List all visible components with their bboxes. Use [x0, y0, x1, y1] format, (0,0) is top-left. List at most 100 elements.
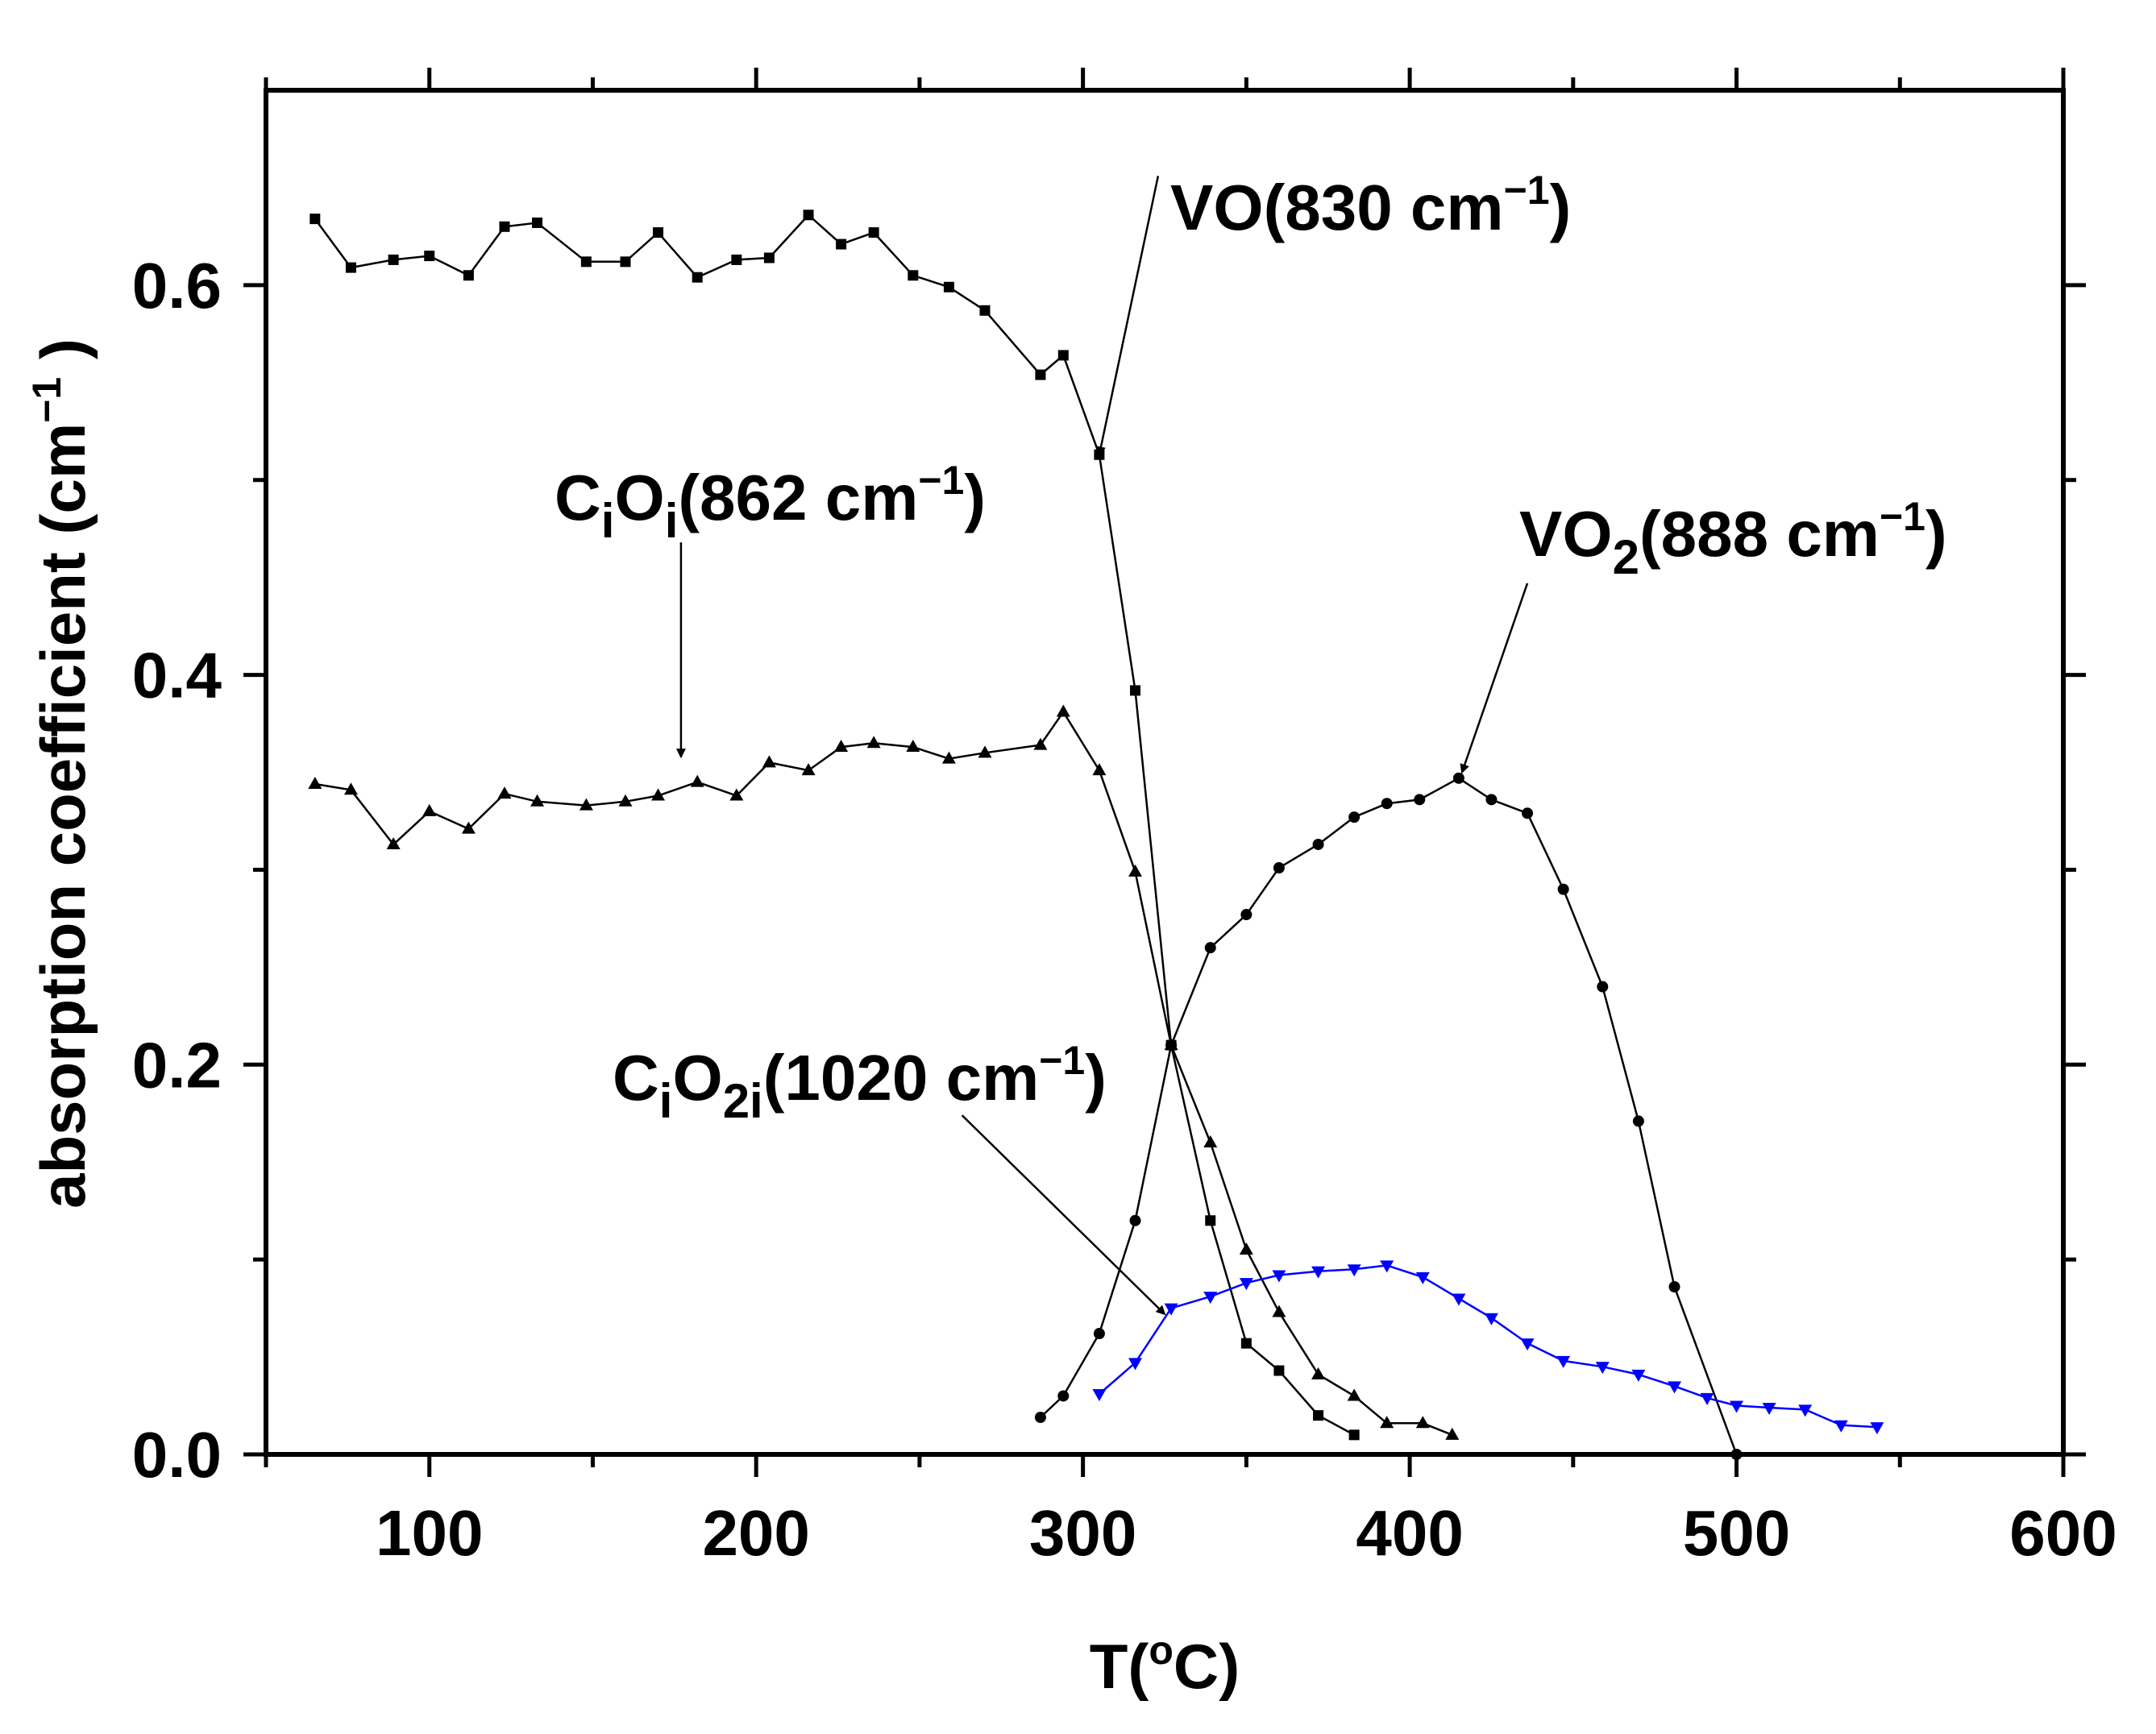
data-point — [1762, 1402, 1776, 1415]
data-point — [530, 794, 545, 807]
data-point — [1798, 1404, 1813, 1417]
data-point — [1272, 1305, 1286, 1317]
data-point — [1348, 811, 1360, 823]
data-point — [866, 736, 881, 749]
data-point — [1730, 1449, 1743, 1460]
data-point — [1164, 1303, 1178, 1316]
data-point — [309, 214, 321, 225]
data-point — [1311, 1266, 1326, 1279]
y-tick-label: 0.0 — [132, 1419, 222, 1491]
data-point — [579, 798, 593, 811]
data-point — [1128, 1358, 1143, 1371]
data-point — [868, 227, 879, 239]
x-axis-title-sup: o — [1149, 1628, 1174, 1673]
data-point — [979, 305, 991, 316]
annotation-cio2i-tail: ) — [1085, 1042, 1107, 1114]
data-point — [1452, 772, 1464, 784]
data-point — [908, 270, 919, 281]
data-point — [653, 227, 664, 239]
data-point — [580, 256, 592, 268]
axis-ticks: 100 200 300 400 500 600 0.0 0.2 0.4 0.6 — [132, 68, 2117, 1569]
data-point — [1632, 1115, 1644, 1127]
data-point — [1311, 1367, 1326, 1379]
data-point — [1557, 883, 1569, 895]
annotation-cioi-sup: −1 — [918, 458, 964, 503]
annotation-cioi-sub2: i — [665, 494, 679, 548]
data-point — [1092, 1389, 1107, 1402]
data-point — [1445, 1427, 1460, 1440]
annotation-cioi-pre: C — [555, 462, 601, 533]
data-point — [618, 794, 633, 807]
annotation-vo: VO(830 cm−1) — [1170, 168, 1571, 243]
data-point — [620, 256, 631, 268]
data-point — [729, 788, 744, 801]
data-point — [1380, 1416, 1394, 1429]
data-point — [836, 239, 847, 250]
data-point — [1130, 685, 1141, 696]
data-point — [1165, 1039, 1178, 1052]
data-point — [1452, 1293, 1466, 1306]
data-point — [943, 281, 954, 292]
data-point — [1240, 909, 1252, 921]
data-point — [1484, 1313, 1498, 1325]
data-point — [763, 252, 775, 263]
data-point — [1668, 1281, 1680, 1293]
data-point — [1415, 1271, 1430, 1284]
data-point — [1730, 1400, 1744, 1413]
annotation-cio2i-sub1: i — [659, 1074, 673, 1128]
data-point — [1870, 1422, 1884, 1435]
data-point — [1595, 1362, 1610, 1375]
data-point — [388, 254, 399, 265]
data-point — [1128, 864, 1143, 877]
x-tick-label: 500 — [1683, 1497, 1790, 1569]
data-point — [1092, 763, 1107, 776]
y-tick-label: 0.6 — [132, 250, 222, 321]
series-line — [314, 710, 1453, 1436]
data-point — [1348, 1429, 1360, 1441]
annotation-cio2i-main: (1020 cm — [763, 1042, 1039, 1114]
data-point — [762, 755, 776, 768]
x-tick-label: 300 — [1029, 1497, 1136, 1569]
annotation-cioi: CiOi(862 cm−1) — [555, 458, 986, 548]
annotation-cio2i: CiO2i(1020 cm−1) — [613, 1038, 1107, 1128]
data-point — [532, 217, 543, 228]
annotation-cio2i-pre: C — [613, 1042, 659, 1114]
x-tick-label: 600 — [2009, 1497, 2117, 1569]
data-point — [461, 821, 476, 834]
data-point — [1522, 807, 1534, 819]
data-point — [422, 803, 437, 816]
series-cioi-862-cm — [308, 704, 1460, 1440]
data-point — [1700, 1392, 1714, 1405]
data-point — [906, 740, 920, 753]
data-point — [1057, 1390, 1070, 1402]
data-point — [1414, 794, 1426, 806]
y-tick-label: 0.4 — [132, 640, 222, 711]
data-point — [692, 272, 703, 283]
annotation-vo-tail: ) — [1550, 172, 1572, 243]
plot-frame — [264, 88, 2066, 1457]
data-point — [1485, 794, 1498, 806]
data-point — [1239, 1242, 1253, 1255]
y-axis-title-sup: −1 — [24, 377, 69, 423]
annotation-vo2-sup: −1 — [1880, 494, 1925, 539]
data-point — [1057, 350, 1069, 361]
x-axis-title-post: C) — [1174, 1631, 1240, 1702]
annotation-cioi-tail: ) — [964, 462, 986, 533]
annotation-vo2-main: (888 cm — [1639, 498, 1880, 570]
annotation-cio2i-mid: O — [672, 1042, 722, 1114]
x-tick-label: 100 — [376, 1497, 483, 1569]
data-point — [1273, 862, 1285, 874]
annotation-arrow-vo2 — [1460, 583, 1529, 774]
annotation-cioi-main: (862 cm — [678, 462, 918, 533]
data-point — [978, 745, 992, 758]
data-point — [1380, 1260, 1394, 1273]
data-point — [1203, 1135, 1218, 1148]
annotation-vo2-tail: ) — [1925, 498, 1947, 570]
data-point — [801, 763, 816, 776]
series-cio2i-1020-cm — [1092, 1260, 1884, 1435]
data-point — [1312, 838, 1324, 850]
series-line — [1040, 777, 1738, 1455]
data-point — [1093, 1328, 1105, 1340]
annotation-cio2i-sup: −1 — [1039, 1038, 1085, 1083]
data-point — [1204, 942, 1216, 954]
